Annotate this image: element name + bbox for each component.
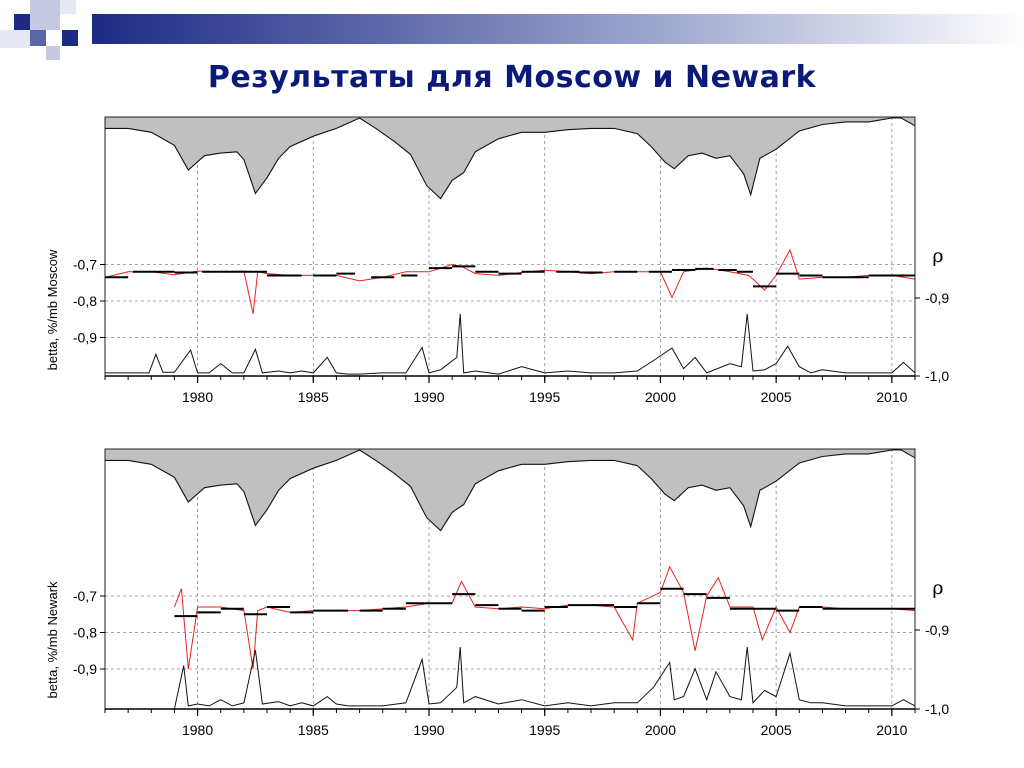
series-rho-line bbox=[105, 313, 916, 375]
decoration-square bbox=[30, 30, 46, 46]
x-tick-label: 1990 bbox=[413, 389, 444, 405]
right-axis-label: ρ bbox=[932, 245, 943, 267]
chart-panel-newark: 1980 1985 1990 1995 2000 2005 2010 -0,7 -0,8 -0,9… bbox=[45, 448, 949, 738]
y-axis-label: betta, %/mb Newark bbox=[45, 581, 60, 699]
y-tick-label: -0,9 bbox=[73, 330, 97, 346]
right-tick-label: -1,0 bbox=[925, 368, 949, 384]
x-tick-label: 1995 bbox=[529, 389, 560, 405]
series-area-line bbox=[105, 449, 916, 532]
decoration-square bbox=[62, 30, 78, 46]
x-tick-label: 1995 bbox=[529, 722, 560, 738]
y-axis-label: betta, %/mb Moscow bbox=[45, 249, 60, 370]
chart-panel-moscow: 1980 1985 1990 1995 2000 2005 2010 -0,7 -0,8 -0,9… bbox=[45, 116, 949, 405]
plot-area bbox=[105, 449, 915, 709]
x-tick-label: 2000 bbox=[645, 389, 676, 405]
right-tick-label: -1,0 bbox=[925, 701, 949, 717]
x-tick-label: 2010 bbox=[876, 722, 907, 738]
plot-area bbox=[105, 117, 915, 376]
x-tick-label: 1985 bbox=[298, 722, 329, 738]
series-area-fill bbox=[105, 117, 915, 199]
decoration-square bbox=[60, 0, 76, 14]
x-tick-label: 1985 bbox=[298, 389, 329, 405]
decoration-square bbox=[0, 30, 30, 48]
y-tick-label: -0,8 bbox=[73, 293, 97, 309]
right-axis-label: ρ bbox=[932, 577, 943, 599]
x-tick-label: 2005 bbox=[761, 722, 792, 738]
x-tick-label: 1980 bbox=[182, 389, 213, 405]
decoration-square bbox=[30, 0, 60, 30]
y-tick-label: -0,9 bbox=[73, 661, 97, 677]
x-tick-label: 1990 bbox=[413, 722, 444, 738]
series-rho-line bbox=[105, 646, 916, 710]
x-tick-label: 1980 bbox=[182, 722, 213, 738]
x-tick-label: 2010 bbox=[876, 389, 907, 405]
right-tick-label: -0,9 bbox=[925, 622, 949, 638]
decoration-square bbox=[46, 46, 60, 60]
y-tick-label: -0,8 bbox=[73, 625, 97, 641]
y-tick-label: -0,7 bbox=[73, 588, 97, 604]
decoration-square bbox=[14, 14, 30, 30]
series-area-fill bbox=[105, 449, 915, 531]
x-tick-label: 2000 bbox=[645, 722, 676, 738]
x-tick-label: 2005 bbox=[761, 389, 792, 405]
y-tick-label: -0,7 bbox=[73, 257, 97, 273]
right-tick-label: -0,9 bbox=[925, 290, 949, 306]
series-area-line bbox=[105, 117, 916, 200]
title-decoration-bar bbox=[92, 14, 1024, 44]
slide-title: Результаты для Moscow и Newark bbox=[207, 60, 817, 95]
